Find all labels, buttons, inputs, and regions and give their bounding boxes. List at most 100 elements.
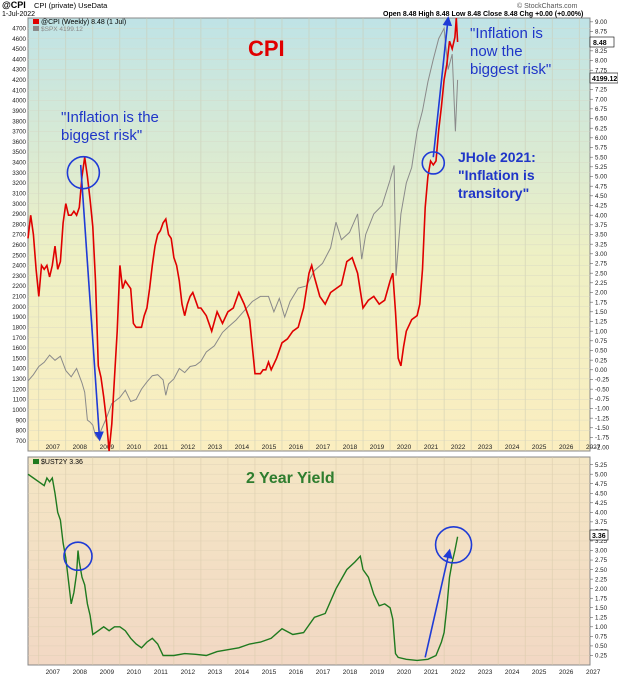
- cpi-x-tick-label: 2013: [208, 444, 223, 451]
- cpi-left-tick-label: 3700: [12, 129, 26, 136]
- cpi-left-tick-label: 900: [16, 417, 27, 424]
- cpi-series: [27, 17, 459, 452]
- yield-x-tick-label: 2018: [343, 669, 358, 676]
- cpi-x-tick-label: 2009: [100, 444, 115, 451]
- yield-right-tick-label: 2.00: [595, 586, 608, 593]
- yield-right-tick-label: 3.75: [595, 519, 608, 526]
- cpi-left-tick-label: 800: [16, 428, 27, 435]
- cpi-left-tick-label: 4100: [12, 87, 26, 94]
- annotation-2021-line2: "Inflation is: [458, 167, 535, 183]
- yield-right-tick-label: 4.75: [595, 481, 608, 488]
- cpi-right-tick-label: 5.00: [595, 174, 608, 181]
- yield-x-tick-label: 2009: [100, 669, 115, 676]
- cpi-x-tick-label: 2027: [586, 444, 601, 451]
- circle-2008-peak: [66, 155, 101, 190]
- cpi-x-tick-label: 2022: [451, 444, 466, 451]
- arrow-2008-decline: [79, 164, 104, 442]
- yield-x-tick-label: 2012: [181, 669, 196, 676]
- cpi-right-tick-label: 1.00: [595, 328, 608, 335]
- yield-x-tick-label: 2027: [586, 669, 601, 676]
- cpi-left-tick-label: 1400: [12, 366, 26, 373]
- cpi-left-tick-label: 1300: [12, 376, 26, 383]
- legend-cpi: @CPI (Weekly) 8.48 (1 Jul): [41, 19, 126, 26]
- cpi-left-tick-label: 2200: [12, 283, 26, 290]
- cpi-x-tick-label: 2021: [424, 444, 439, 451]
- yield-right-tick-label: 2.50: [595, 567, 608, 574]
- cpi-right-tick-label: -0.25: [595, 377, 610, 384]
- cpi-right-tick-label: -1.00: [595, 406, 610, 413]
- cpi-x-tick-label: 2017: [316, 444, 331, 451]
- cpi-right-tick-label: 7.00: [595, 96, 608, 103]
- yield-right-tick-label: 1.50: [595, 605, 608, 612]
- cpi-right-tick-label: 5.50: [595, 154, 608, 161]
- cpi-right-tick-label: 0.00: [595, 367, 608, 374]
- cpi-x-tick-label: 2010: [127, 444, 142, 451]
- arrow-2021-rise: [432, 16, 453, 158]
- yield-x-tick-label: 2008: [73, 669, 88, 676]
- cpi-right-tick-label: 4.00: [595, 212, 608, 219]
- cpi-right-tick-label: 2.00: [595, 290, 608, 297]
- cpi-line: [27, 17, 459, 452]
- cpi-right-tick-label: -1.50: [595, 425, 610, 432]
- cpi-left-tick-label: 1500: [12, 355, 26, 362]
- yield-x-tick-label: 2019: [370, 669, 385, 676]
- cpi-right-tick-label: 8.00: [595, 58, 608, 65]
- cpi-left-tick-label: 2700: [12, 232, 26, 239]
- cpi-last-value-box: [589, 36, 615, 48]
- yield-x-tick-label: 2010: [127, 669, 142, 676]
- yield-x-tick-label: 2023: [478, 669, 493, 676]
- cpi-right-tick-label: 8.25: [595, 48, 608, 55]
- legend-swatch-cpi: [33, 19, 39, 24]
- cpi-right-tick-label: 3.75: [595, 222, 608, 229]
- yield-chart-title: 2 Year Yield: [246, 470, 335, 487]
- cpi-left-tick-label: 2900: [12, 211, 26, 218]
- cpi-right-tick-label: 4.25: [595, 203, 608, 210]
- cpi-right-tick-label: -1.25: [595, 415, 610, 422]
- cpi-legend: @CPI (Weekly) 8.48 (1 Jul) $SPX 4199.12: [33, 19, 126, 33]
- spx-last-value: 4199.12: [592, 76, 617, 83]
- cpi-right-tick-label: 3.50: [595, 232, 608, 239]
- cpi-left-tick-label: 2400: [12, 263, 26, 270]
- yield-right-tick-label: 1.75: [595, 595, 608, 602]
- cpi-x-axis: 2007 2008 2009 2010 2011 2012 2013 2014 2015 2016…: [46, 444, 601, 451]
- cpi-left-tick-label: 4300: [12, 67, 26, 74]
- cpi-left-tick-label: 2100: [12, 294, 26, 301]
- cpi-right-tick-label: 0.50: [595, 348, 608, 355]
- annotation-2022-line3: biggest risk": [470, 61, 551, 78]
- circle-2008-yield: [63, 541, 93, 572]
- annotation-2022-line2: now the: [470, 43, 523, 60]
- cpi-right-tick-label: 9.00: [595, 19, 608, 26]
- cpi-right-tick-label: 7.25: [595, 87, 608, 94]
- yield-x-tick-label: 2016: [289, 669, 304, 676]
- cpi-x-tick-label: 2008: [73, 444, 88, 451]
- cpi-left-tick-label: 3200: [12, 180, 26, 187]
- cpi-x-tick-label: 2020: [397, 444, 412, 451]
- cpi-x-tick-label: 2014: [235, 444, 250, 451]
- cpi-left-tick-label: 1800: [12, 324, 26, 331]
- cpi-left-tick-label: 700: [16, 438, 27, 445]
- cpi-left-tick-label: 1600: [12, 345, 26, 352]
- cpi-x-tick-label: 2019: [370, 444, 385, 451]
- yield-right-tick-label: 5.00: [595, 471, 608, 478]
- cpi-left-tick-label: 1100: [13, 397, 27, 404]
- cpi-right-tick-label: 1.50: [595, 309, 608, 316]
- cpi-right-tick-label: 2.75: [595, 261, 608, 268]
- cpi-right-tick-label: 6.75: [595, 106, 608, 113]
- yield-right-tick-label: 0.25: [595, 653, 608, 660]
- cpi-left-tick-label: 2500: [12, 252, 26, 259]
- cpi-x-tick-label: 2016: [289, 444, 304, 451]
- annotation-2021-line3: transitory": [458, 185, 529, 201]
- yield-x-tick-label: 2007: [46, 669, 61, 676]
- cpi-right-tick-label: 4.75: [595, 183, 608, 190]
- spx-last-value-box: [589, 72, 618, 84]
- cpi-left-tick-label: 3900: [12, 108, 26, 115]
- cpi-left-tick-label: 1000: [12, 407, 26, 414]
- legend-swatch-ust2y: [33, 459, 39, 464]
- yield-x-tick-label: 2021: [424, 669, 439, 676]
- ust2y-line: [27, 473, 459, 662]
- cpi-left-tick-label: 1900: [12, 314, 26, 321]
- yield-x-tick-label: 2022: [451, 669, 466, 676]
- yield-right-tick-label: 0.50: [595, 643, 608, 650]
